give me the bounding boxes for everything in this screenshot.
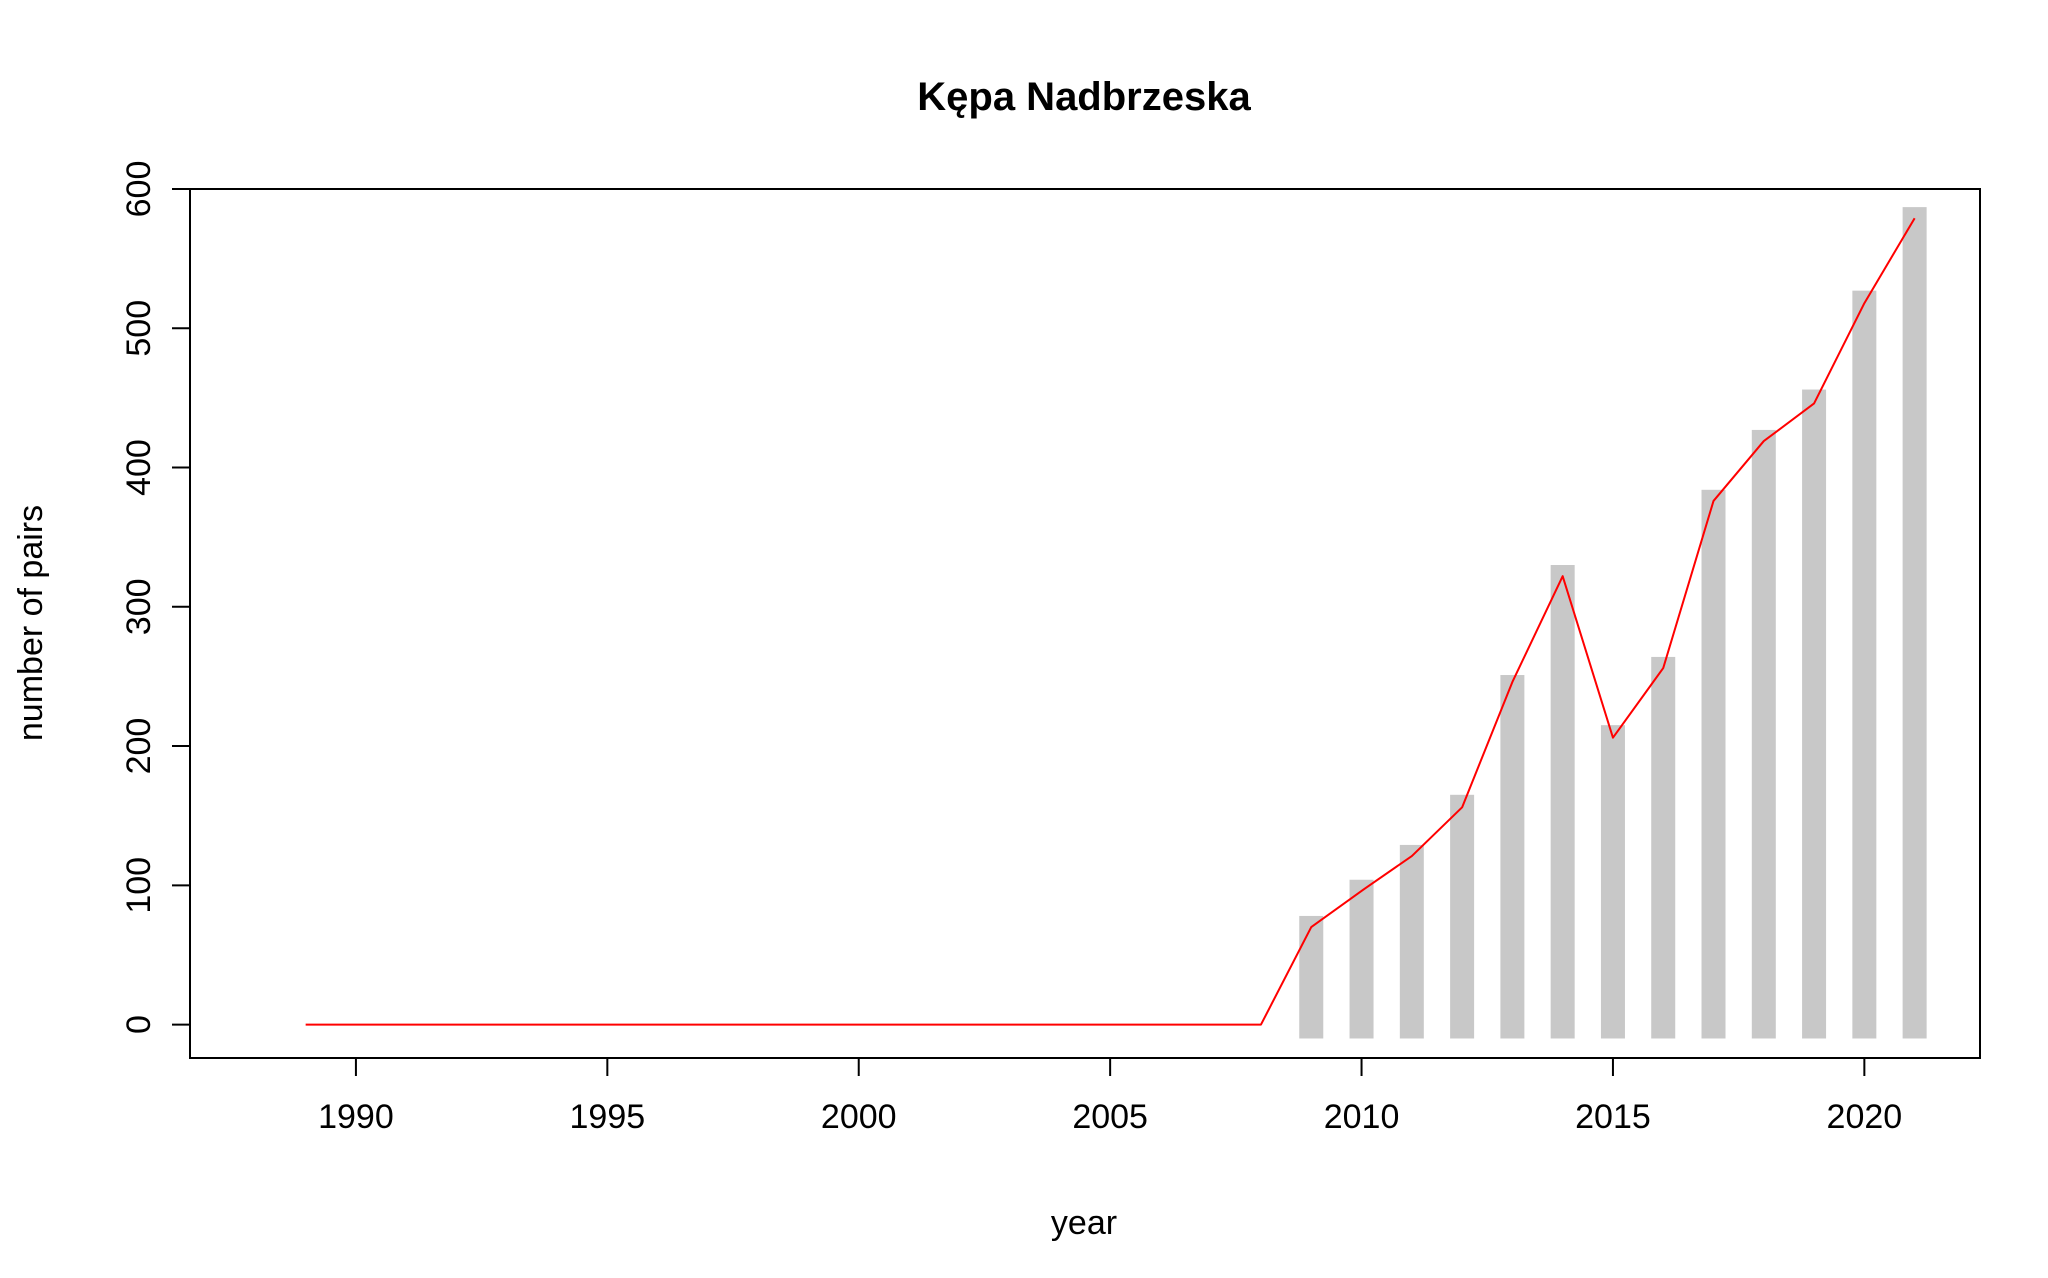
x-axis: 1990 1995 2000 2005 2010 2015 2020 bbox=[318, 1057, 1903, 1136]
bar-2018 bbox=[1751, 429, 1776, 1039]
y-tick-label-300: 300 bbox=[120, 578, 158, 635]
trend-line bbox=[305, 217, 1916, 1026]
x-tick-label-2005: 2005 bbox=[1072, 1098, 1148, 1136]
bars-layer bbox=[1299, 207, 1927, 1039]
bar-2010 bbox=[1349, 879, 1374, 1039]
bar-2019 bbox=[1802, 389, 1827, 1039]
x-tick-label-2015: 2015 bbox=[1575, 1098, 1651, 1136]
x-axis-label: year bbox=[1051, 1204, 1117, 1242]
y-axis: 0 100 200 300 400 500 600 bbox=[120, 161, 191, 1034]
bar-2016 bbox=[1651, 656, 1676, 1039]
bar-2020 bbox=[1852, 290, 1877, 1039]
y-tick-label-600: 600 bbox=[120, 161, 158, 218]
bar-2012 bbox=[1450, 794, 1475, 1039]
y-tick-label-0: 0 bbox=[120, 1015, 158, 1034]
bar-2015 bbox=[1600, 725, 1625, 1039]
bar-2014 bbox=[1550, 565, 1575, 1039]
y-tick-label-500: 500 bbox=[120, 300, 158, 357]
bar-2017 bbox=[1701, 489, 1726, 1039]
x-tick-label-2000: 2000 bbox=[821, 1098, 897, 1136]
x-tick-label-1990: 1990 bbox=[318, 1098, 394, 1136]
bar-2013 bbox=[1500, 675, 1525, 1039]
line-layer bbox=[305, 217, 1916, 1026]
y-tick-label-200: 200 bbox=[120, 718, 158, 775]
x-tick-label-2010: 2010 bbox=[1324, 1098, 1400, 1136]
x-tick-label-1995: 1995 bbox=[570, 1098, 646, 1136]
y-tick-label-400: 400 bbox=[120, 439, 158, 496]
chart-title: Kępa Nadbrzeska bbox=[917, 75, 1251, 119]
bar-2009 bbox=[1299, 915, 1324, 1039]
y-tick-label-100: 100 bbox=[120, 857, 158, 914]
x-tick-label-2020: 2020 bbox=[1827, 1098, 1903, 1136]
y-axis-label: number of pairs bbox=[12, 505, 50, 741]
bar-2011 bbox=[1399, 844, 1424, 1039]
bar-2021 bbox=[1902, 207, 1927, 1039]
